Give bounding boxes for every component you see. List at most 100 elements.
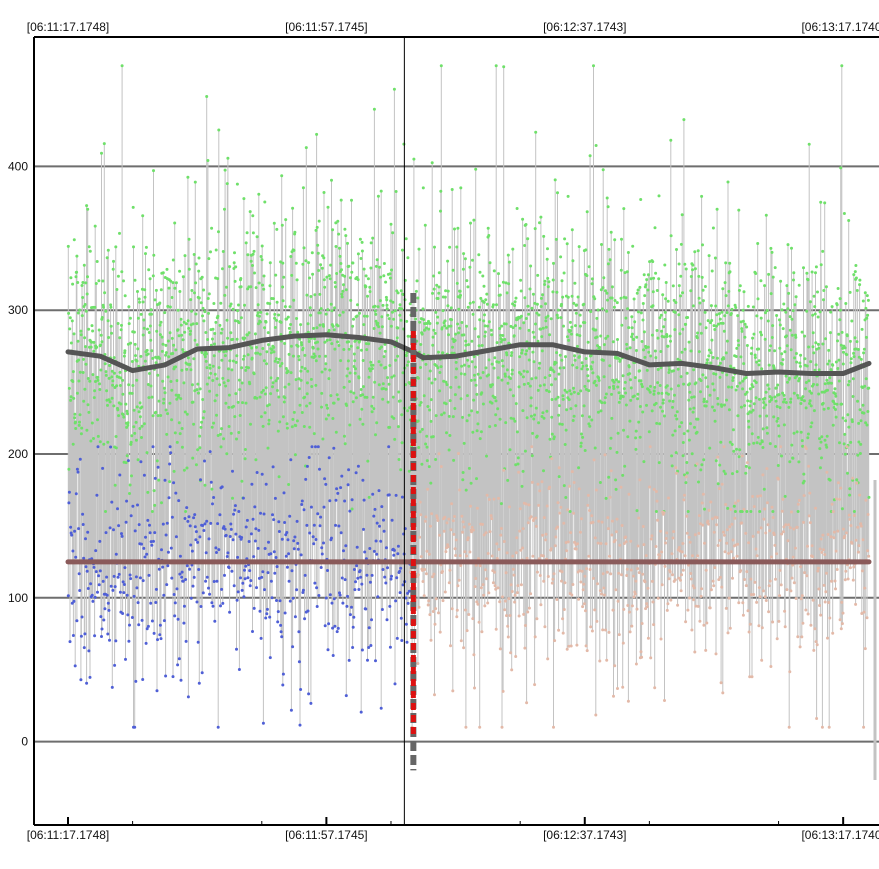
upper-point [358,237,362,241]
upper-point [444,402,448,406]
upper-point [90,340,94,344]
upper-point [398,399,402,403]
upper-point [158,357,162,360]
upper-point [283,342,287,345]
upper-point [704,376,708,380]
lower-point [751,495,755,498]
lower-point [594,713,598,717]
upper-point [643,355,647,359]
upper-point [480,344,484,347]
upper-point [109,324,113,328]
upper-point [340,295,344,299]
upper-point [400,248,404,252]
lower-point [712,584,716,588]
upper-point [794,335,798,339]
upper-point [680,213,684,217]
upper-point [270,348,274,352]
upper-point [256,303,260,307]
lower-point [707,522,710,526]
upper-point [823,382,827,386]
upper-point [302,246,306,250]
upper-point [266,446,270,450]
upper-point [613,238,617,242]
lower-point [106,632,110,636]
upper-point [146,490,150,494]
lower-point [794,597,798,600]
upper-point [593,297,597,301]
upper-point [859,357,863,361]
lower-point [136,503,139,507]
lower-point [586,503,590,507]
upper-point [531,292,535,296]
x-tick-label-top: [06:12:37.1743] [543,20,626,34]
upper-point [566,335,569,339]
lower-point [717,487,721,491]
upper-point [777,424,781,428]
upper-point [578,313,582,317]
lower-point [124,520,128,524]
upper-point [700,194,704,198]
upper-point [657,194,661,198]
upper-point [170,336,174,340]
lower-point [823,553,827,557]
upper-point [500,359,504,363]
lower-point [449,528,453,532]
upper-point [649,354,653,358]
upper-point [150,510,154,513]
lower-point [559,505,563,509]
upper-point [602,375,606,379]
lower-point [293,535,297,539]
upper-point [173,286,177,290]
lower-point [113,663,117,667]
lower-point [703,541,706,545]
lower-point [638,478,642,482]
upper-point [745,325,749,329]
upper-point [203,355,207,359]
upper-point [334,245,338,248]
upper-point [853,270,857,274]
lower-point [458,488,462,492]
lower-point [665,531,669,535]
upper-point [388,425,392,429]
lower-point [840,622,844,626]
upper-point [262,359,266,363]
upper-point [199,301,203,305]
upper-point [349,390,353,394]
upper-point [295,419,299,423]
upper-point [178,432,182,436]
upper-point [106,248,110,252]
lower-point [530,480,534,484]
lower-point [355,564,359,568]
lower-point [597,519,601,523]
upper-point [638,405,642,408]
lower-point [327,456,331,460]
lower-point [434,607,438,611]
upper-point [143,295,147,299]
upper-point [723,472,727,476]
upper-point [272,345,276,349]
lower-point [100,627,104,631]
lower-point [424,515,428,519]
upper-point [314,359,318,363]
lower-point [775,637,779,641]
lower-point [66,594,70,598]
upper-point [315,225,319,229]
upper-point [263,200,267,204]
upper-point [673,310,677,314]
upper-point [713,409,716,412]
lower-point [126,613,130,617]
upper-point [617,391,621,395]
upper-point [408,406,412,410]
upper-point [381,397,385,401]
upper-point [260,244,264,248]
upper-point [217,128,221,132]
lower-point [311,535,315,539]
lower-point [462,646,466,650]
lower-point [441,599,445,603]
lower-point [628,630,632,634]
upper-point [324,362,328,366]
lower-point [811,555,815,559]
lower-point [664,541,668,545]
upper-point [104,373,108,377]
upper-point [199,425,203,429]
